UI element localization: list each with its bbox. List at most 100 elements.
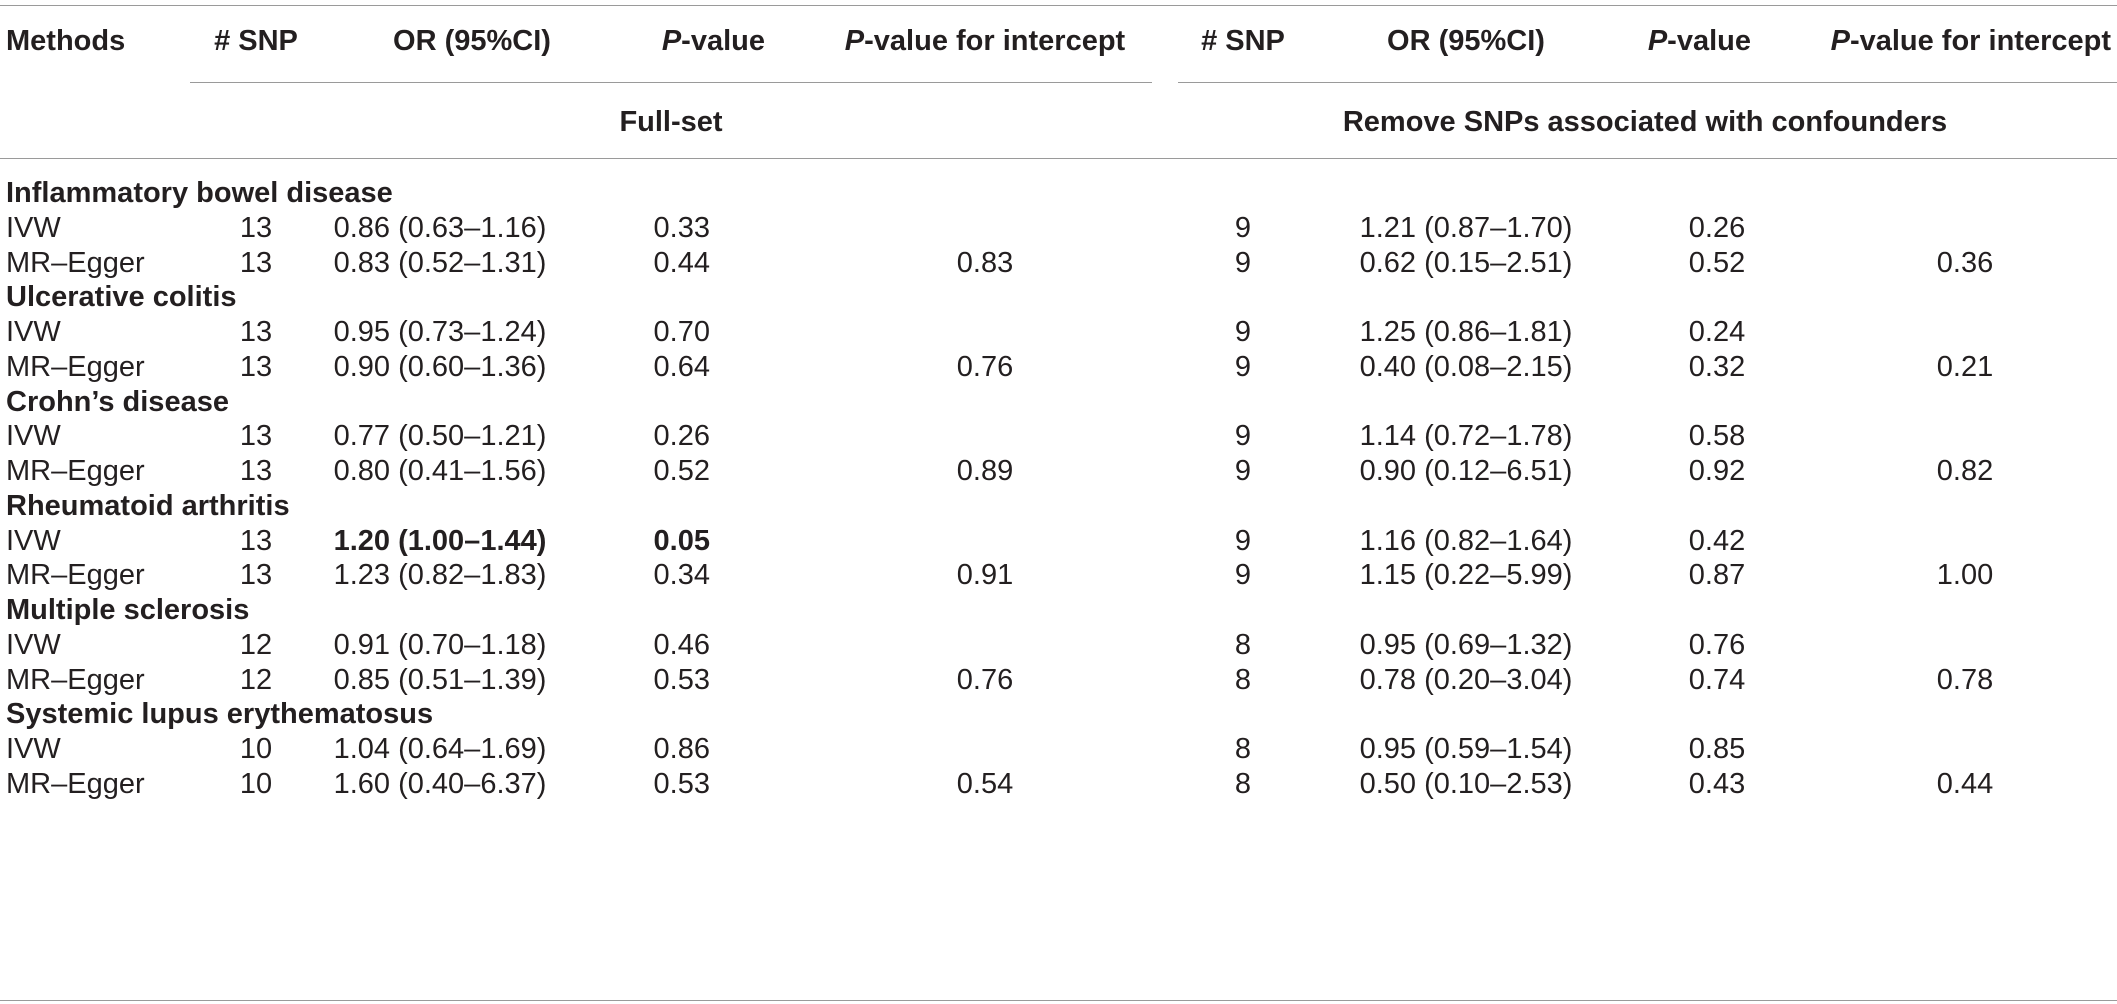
pvalue-full-cell: 0.26	[653, 420, 710, 453]
pvalue-full-cell: 0.33	[653, 211, 710, 244]
method-cell: IVW	[6, 524, 61, 557]
snp-removed-cell: 8	[1234, 628, 1252, 661]
or-removed-cell: 1.14 (0.72–1.78)	[1359, 420, 1573, 453]
snp-full-cell: 13	[239, 246, 273, 279]
or-removed-cell: 0.62 (0.15–2.51)	[1359, 246, 1573, 279]
snp-removed-cell: 9	[1234, 246, 1252, 279]
header-or-removed: OR (95%CI)	[1387, 25, 1545, 57]
snp-removed-cell: 9	[1234, 524, 1252, 557]
pvalue-removed-cell: 0.24	[1688, 316, 1746, 348]
snp-full-cell: 13	[239, 316, 273, 348]
snp-full-cell: 10	[239, 733, 273, 765]
header-pvalue-full-italic: P	[661, 25, 682, 57]
pvalue-removed-cell: 0.85	[1688, 733, 1746, 765]
section-title: Crohn’s disease	[6, 385, 229, 418]
header-pint-removed-rest: -value for intercept	[1849, 25, 2111, 57]
header-snp-removed: # SNP	[1201, 25, 1285, 57]
snp-removed-cell: 9	[1234, 211, 1252, 244]
header-pvalue-full: P-value	[662, 24, 765, 58]
header-pint-removed: P-value for intercept	[1831, 24, 2111, 58]
pint-removed-cell: 0.82	[1936, 455, 1994, 487]
header-or-full: OR (95%CI)	[393, 25, 551, 57]
pvalue-full-cell: 0.34	[653, 559, 710, 592]
header-pvalue-removed: P-value	[1648, 24, 1751, 58]
pint-full-cell: 0.76	[956, 663, 1014, 696]
section-title: Ulcerative colitis	[6, 281, 237, 314]
group-label-full-set: Full-set	[619, 106, 723, 138]
or-removed-cell: 1.16 (0.82–1.64)	[1359, 524, 1573, 557]
header-snp-full: # SNP	[214, 25, 298, 57]
or-full-cell: 0.86 (0.63–1.16)	[333, 211, 547, 244]
method-cell: IVW	[6, 316, 61, 348]
snp-removed-cell: 9	[1234, 316, 1252, 348]
or-full-cell: 0.77 (0.50–1.21)	[333, 420, 547, 453]
header-pint-full-rest: -value for intercept	[864, 25, 1126, 57]
method-cell: MR–Egger	[6, 246, 145, 279]
snp-full-cell: 10	[239, 767, 273, 800]
method-cell: IVW	[6, 420, 61, 453]
snp-full-cell: 12	[239, 663, 273, 696]
pvalue-full-cell: 0.70	[653, 316, 710, 348]
removed-set-rule	[1178, 82, 2117, 83]
header-pvalue-removed-rest: -value	[1667, 25, 1751, 57]
pvalue-full-cell: 0.52	[653, 455, 710, 487]
or-full-cell: 1.20 (1.00–1.44)	[333, 524, 547, 557]
pint-full-cell: 0.83	[956, 246, 1014, 279]
or-full-cell: 1.04 (0.64–1.69)	[333, 733, 547, 765]
snp-full-cell: 13	[239, 350, 273, 383]
section-title: Rheumatoid arthritis	[6, 489, 290, 522]
bottom-rule	[0, 1000, 2117, 1001]
pvalue-removed-cell: 0.42	[1688, 524, 1746, 557]
or-removed-cell: 0.78 (0.20–3.04)	[1359, 663, 1573, 696]
snp-removed-cell: 9	[1234, 420, 1252, 453]
pint-removed-cell: 0.44	[1936, 767, 1994, 800]
or-full-cell: 1.23 (0.82–1.83)	[333, 559, 547, 592]
method-cell: IVW	[6, 628, 61, 661]
header-methods: Methods	[6, 25, 126, 57]
or-removed-cell: 0.50 (0.10–2.53)	[1359, 767, 1573, 800]
snp-full-cell: 13	[239, 211, 273, 244]
pvalue-removed-cell: 0.26	[1688, 211, 1746, 244]
or-full-cell: 0.85 (0.51–1.39)	[333, 663, 547, 696]
section-title: Inflammatory bowel disease	[6, 177, 393, 209]
section-title: Multiple sclerosis	[6, 594, 250, 626]
snp-removed-cell: 8	[1234, 663, 1252, 696]
or-removed-cell: 1.21 (0.87–1.70)	[1359, 211, 1573, 244]
snp-removed-cell: 8	[1234, 767, 1252, 800]
pvalue-full-cell: 0.44	[653, 246, 710, 279]
pint-full-cell: 0.54	[956, 767, 1014, 800]
pvalue-removed-cell: 0.92	[1688, 455, 1746, 487]
or-removed-cell: 0.40 (0.08–2.15)	[1359, 350, 1573, 383]
or-full-cell: 0.80 (0.41–1.56)	[333, 455, 547, 487]
pvalue-removed-cell: 0.76	[1688, 628, 1746, 661]
pint-full-cell: 0.89	[956, 455, 1014, 487]
pvalue-removed-cell: 0.43	[1688, 767, 1746, 800]
snp-removed-cell: 9	[1234, 455, 1252, 487]
method-cell: IVW	[6, 733, 61, 765]
header-pint-full: P-value for intercept	[845, 24, 1125, 58]
method-cell: MR–Egger	[6, 559, 145, 592]
pvalue-full-cell: 0.05	[653, 524, 710, 557]
pint-removed-cell: 1.00	[1936, 559, 1994, 592]
pvalue-removed-cell: 0.74	[1688, 663, 1746, 696]
header-pint-removed-italic: P	[1830, 25, 1850, 57]
header-pvalue-full-rest: -value	[681, 25, 765, 57]
snp-full-cell: 13	[239, 559, 273, 592]
or-removed-cell: 0.95 (0.59–1.54)	[1359, 733, 1573, 765]
snp-full-cell: 12	[239, 628, 273, 661]
or-full-cell: 0.90 (0.60–1.36)	[333, 350, 547, 383]
pvalue-full-cell: 0.53	[653, 767, 710, 800]
snp-full-cell: 13	[239, 420, 273, 453]
pint-full-cell: 0.76	[956, 350, 1014, 383]
method-cell: IVW	[6, 211, 61, 244]
or-removed-cell: 0.95 (0.69–1.32)	[1359, 628, 1573, 661]
snp-full-cell: 13	[239, 455, 273, 487]
snp-removed-cell: 9	[1234, 350, 1252, 383]
snp-full-cell: 13	[239, 524, 273, 557]
top-rule	[0, 5, 2117, 6]
pint-removed-cell: 0.36	[1936, 246, 1994, 279]
or-removed-cell: 0.90 (0.12–6.51)	[1359, 455, 1573, 487]
header-bottom-rule	[0, 158, 2117, 159]
method-cell: MR–Egger	[6, 455, 145, 487]
